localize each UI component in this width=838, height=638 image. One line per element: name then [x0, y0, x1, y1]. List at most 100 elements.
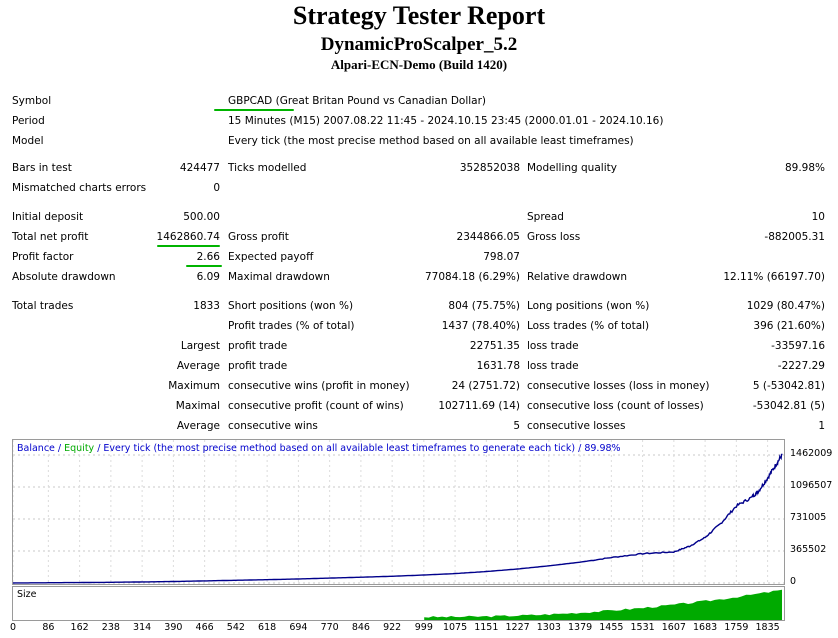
mcls-value: -53042.81 (5) [752, 400, 825, 412]
x-tick-label: 618 [258, 622, 277, 633]
grossloss-value: -882005.31 [764, 231, 825, 243]
x-tick-label: 314 [133, 622, 152, 633]
legend-description: / Every tick (the most precise method ba… [94, 443, 621, 454]
symbol-value: GBPCAD (Great Britan Pound vs Canadian D… [228, 95, 487, 107]
x-tick-label: 1759 [724, 622, 749, 633]
y-tick-label: 1462009 [790, 448, 833, 459]
mcp-label: consecutive profit (count of wins) [228, 400, 404, 412]
short-value: 804 (75.75%) [448, 300, 520, 312]
lt-label: Loss trades (% of total) [527, 320, 650, 332]
apt-value: 1631.78 [476, 360, 520, 372]
acl-label: consecutive losses [527, 420, 626, 432]
x-tick-label: 466 [195, 622, 214, 633]
apt-label: profit trade [228, 360, 288, 372]
netprofit-value: 1462860.74 [156, 231, 220, 243]
legend-equity: Equity [64, 443, 95, 454]
deposit-label: Initial deposit [12, 211, 84, 223]
deposit-value: 500.00 [183, 211, 220, 223]
x-tick-label: 1379 [567, 622, 593, 633]
bars-label: Bars in test [12, 162, 72, 174]
x-tick-label: 162 [70, 622, 89, 633]
report-title: Strategy Tester Report [292, 1, 546, 30]
maximum-label: Maximum [168, 380, 220, 392]
balance-chart-frame [12, 439, 785, 585]
x-tick-label: 846 [351, 622, 370, 633]
size-chart [424, 589, 782, 620]
average-label: Average [176, 360, 220, 372]
grossprofit-value: 2344866.05 [456, 231, 520, 243]
x-tick-label: 999 [414, 622, 433, 633]
pf-label: Profit factor [12, 251, 74, 263]
pf-value: 2.66 [196, 251, 220, 263]
payoff-value: 798.07 [483, 251, 520, 263]
mcp-value: 102711.69 (14) [438, 400, 520, 412]
x-tick-label: 1455 [599, 622, 624, 633]
server-build: Alpari-ECN-Demo (Build 1420) [330, 57, 508, 72]
period-value: 15 Minutes (M15) 2007.08.22 11:45 - 2024… [228, 115, 664, 127]
acl-value: 1 [818, 420, 825, 432]
trades-value: 1833 [193, 300, 220, 312]
reldd-value: 12.11% (66197.70) [723, 271, 825, 283]
netprofit-label: Total net profit [12, 231, 89, 243]
y-tick-label: 731005 [790, 511, 827, 523]
maximal-label: Maximal [175, 400, 220, 412]
quality-label: Modelling quality [527, 162, 617, 174]
reldd-label: Relative drawdown [527, 271, 628, 283]
legend-balance: Balance [17, 443, 55, 454]
mismatch-label: Mismatched charts errors [12, 182, 147, 194]
size-label: Size [17, 589, 37, 600]
x-tick-label: 0 [9, 622, 17, 633]
alt-label: loss trade [527, 360, 579, 372]
mcl-value: 5 (-53042.81) [752, 380, 825, 392]
y-tick-label: 0 [790, 576, 797, 587]
lpt-label: profit trade [228, 340, 288, 352]
netprofit-underline [157, 245, 220, 247]
grossprofit-label: Gross profit [228, 231, 289, 243]
alt-value: -2227.29 [777, 360, 825, 372]
symbol-label: Symbol [12, 95, 52, 107]
x-tick-label: 1531 [630, 622, 655, 633]
x-tick-label: 1075 [442, 622, 468, 633]
short-label: Short positions (won %) [228, 300, 354, 312]
x-tick-label: 542 [226, 622, 245, 633]
x-tick-label: 922 [383, 622, 402, 633]
grossloss-label: Gross loss [527, 231, 581, 243]
balance-chart [13, 440, 784, 584]
ticks-label: Ticks modelled [228, 162, 307, 174]
pt-label: Profit trades (% of total) [228, 320, 355, 332]
mismatch-value: 0 [213, 182, 220, 194]
maxdd-value: 77084.18 (6.29%) [425, 271, 520, 283]
y-tick-label: 365502 [790, 544, 827, 555]
x-tick-label: 1607 [661, 622, 686, 633]
pf-underline [186, 265, 222, 267]
quality-value: 89.98% [784, 162, 825, 174]
balance-line [13, 453, 783, 584]
absdd-label: Absolute drawdown [12, 271, 116, 283]
x-tick-label: 770 [320, 622, 339, 633]
legend-sep: / [54, 443, 65, 454]
x-tick-label: 1303 [536, 622, 561, 633]
acw-value: 5 [513, 420, 520, 432]
model-value: Every tick (the most precise method base… [228, 135, 634, 147]
spread-label: Spread [527, 211, 564, 223]
maxdd-label: Maximal drawdown [228, 271, 330, 283]
trades-label: Total trades [12, 300, 74, 312]
bars-value: 424477 [179, 162, 220, 174]
mcw-value: 24 (2751.72) [451, 380, 520, 392]
x-tick-label: 238 [101, 622, 120, 633]
x-tick-label: 390 [164, 622, 183, 633]
lpt-value: 22751.35 [469, 340, 520, 352]
pt-value: 1437 (78.40%) [441, 320, 520, 332]
mcw-label: consecutive wins (profit in money) [228, 380, 410, 392]
largest-label: Largest [180, 340, 220, 352]
lt-value: 396 (21.60%) [753, 320, 825, 332]
y-tick-label: 1096507 [790, 479, 833, 491]
absdd-value: 6.09 [196, 271, 220, 283]
x-tick-label: 1151 [474, 622, 499, 633]
ticks-value: 352852038 [459, 162, 520, 174]
long-label: Long positions (won %) [527, 300, 650, 312]
x-tick-label: 86 [42, 622, 55, 633]
expert-name: DynamicProScalper_5.2 [320, 34, 518, 55]
payoff-label: Expected payoff [228, 251, 314, 263]
symbol-underline [214, 109, 294, 111]
